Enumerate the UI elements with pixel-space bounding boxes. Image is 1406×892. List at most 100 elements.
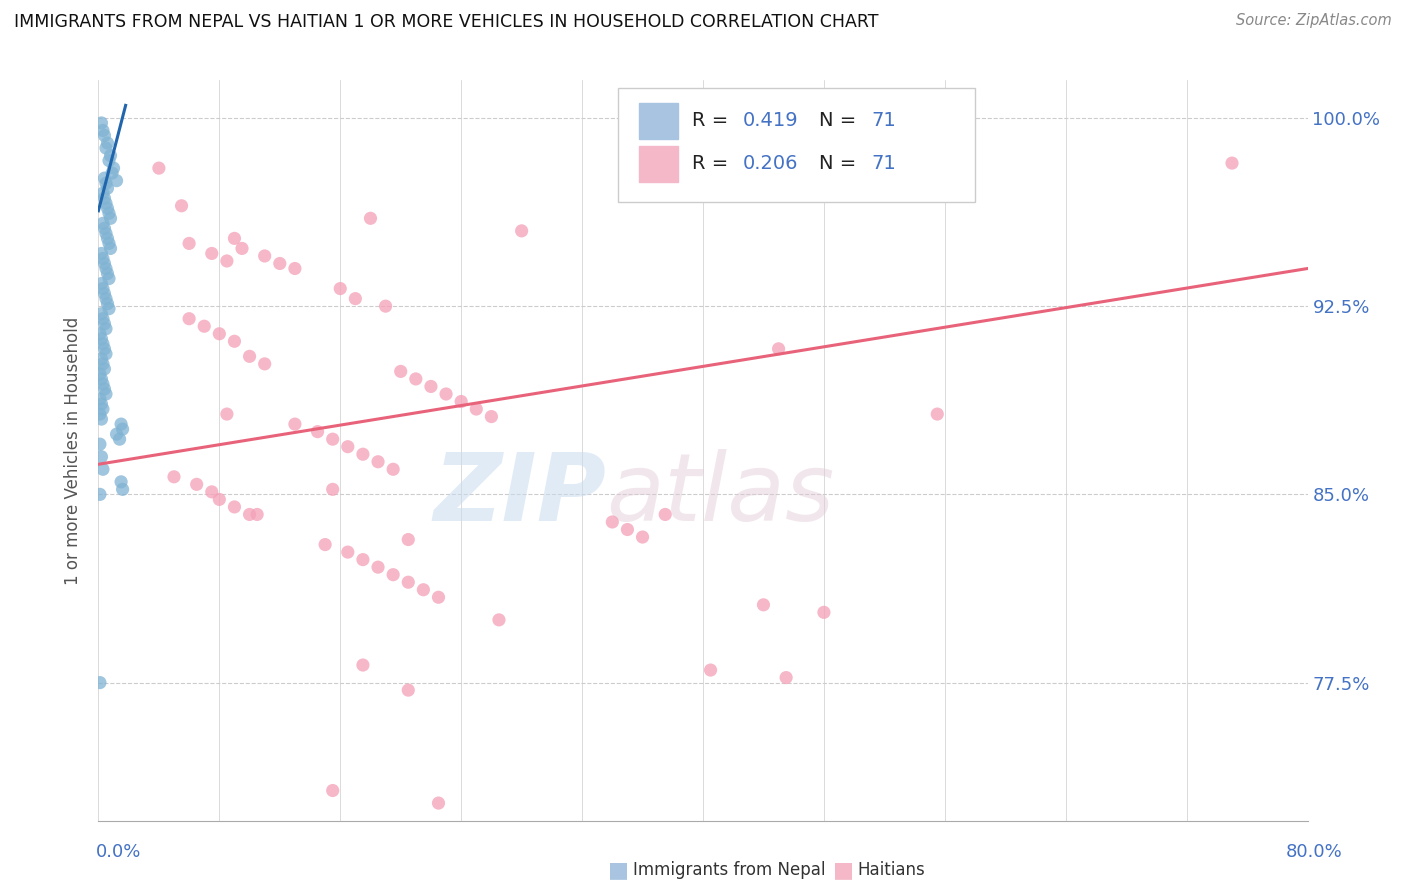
- Point: [98, 271, 121, 285]
- Point: [90, 412, 112, 426]
- Point: [389, 364, 412, 378]
- Point: [215, 254, 238, 268]
- Point: [93, 256, 115, 270]
- Point: [90, 372, 112, 386]
- Point: [396, 575, 419, 590]
- Text: 0.206: 0.206: [742, 154, 799, 173]
- Point: [231, 242, 253, 256]
- Point: [111, 483, 134, 497]
- Point: [360, 211, 382, 226]
- Point: [186, 477, 208, 491]
- Text: 71: 71: [872, 154, 896, 173]
- Point: [405, 372, 427, 386]
- Point: [284, 261, 307, 276]
- Point: [208, 492, 231, 507]
- Point: [91, 186, 114, 201]
- Point: [94, 196, 117, 211]
- Text: ■: ■: [834, 860, 853, 880]
- Point: [91, 357, 114, 371]
- FancyBboxPatch shape: [638, 146, 678, 182]
- Point: [103, 161, 125, 175]
- Point: [94, 292, 117, 306]
- Point: [91, 252, 114, 266]
- Y-axis label: 1 or more Vehicles in Household: 1 or more Vehicles in Household: [65, 317, 83, 584]
- Point: [336, 545, 359, 559]
- Point: [96, 267, 118, 281]
- Point: [307, 425, 329, 439]
- Text: 0.0%: 0.0%: [96, 843, 141, 861]
- Point: [336, 440, 359, 454]
- Point: [91, 123, 114, 137]
- Text: R =: R =: [692, 112, 734, 130]
- Point: [148, 161, 170, 175]
- Point: [89, 367, 111, 381]
- Point: [98, 206, 121, 220]
- Point: [89, 326, 111, 341]
- Point: [111, 422, 134, 436]
- Point: [927, 407, 949, 421]
- Point: [322, 432, 344, 446]
- Point: [427, 591, 450, 605]
- Point: [1220, 156, 1243, 170]
- Point: [91, 336, 114, 351]
- Point: [239, 508, 262, 522]
- Point: [90, 332, 112, 346]
- Point: [374, 299, 396, 313]
- Point: [90, 246, 112, 260]
- Point: [96, 296, 118, 310]
- Point: [420, 379, 443, 393]
- Point: [367, 455, 389, 469]
- Point: [396, 533, 419, 547]
- Point: [427, 796, 450, 810]
- Point: [699, 663, 721, 677]
- Point: [352, 658, 374, 673]
- Point: [179, 236, 201, 251]
- Point: [246, 508, 269, 522]
- Point: [352, 447, 374, 461]
- Point: [96, 201, 118, 215]
- Point: [654, 508, 676, 522]
- Point: [253, 249, 276, 263]
- Point: [813, 605, 835, 619]
- Point: [91, 216, 114, 230]
- Point: [90, 116, 112, 130]
- Point: [450, 394, 472, 409]
- Point: [94, 141, 117, 155]
- Point: [367, 560, 389, 574]
- Point: [352, 552, 374, 566]
- Point: [94, 347, 117, 361]
- Text: 71: 71: [872, 112, 896, 130]
- Point: [100, 242, 122, 256]
- Point: [179, 311, 201, 326]
- Point: [239, 349, 262, 363]
- Point: [105, 174, 128, 188]
- Text: 0.419: 0.419: [742, 112, 799, 130]
- Text: atlas: atlas: [606, 450, 835, 541]
- Point: [98, 236, 121, 251]
- Point: [110, 475, 132, 489]
- Point: [510, 224, 533, 238]
- Point: [201, 484, 224, 499]
- Point: [94, 176, 117, 190]
- Point: [193, 319, 215, 334]
- Point: [465, 402, 488, 417]
- Point: [224, 334, 246, 349]
- Point: [768, 342, 790, 356]
- Point: [163, 470, 186, 484]
- Point: [382, 462, 405, 476]
- Point: [329, 282, 352, 296]
- Point: [90, 277, 112, 291]
- Point: [170, 199, 193, 213]
- Point: [314, 538, 336, 552]
- Point: [98, 153, 121, 168]
- Point: [108, 432, 131, 446]
- Point: [602, 515, 624, 529]
- Point: [396, 683, 419, 698]
- Point: [100, 148, 122, 162]
- Point: [93, 362, 115, 376]
- Text: R =: R =: [692, 154, 734, 173]
- Point: [91, 402, 114, 417]
- Text: ■: ■: [609, 860, 628, 880]
- Point: [105, 427, 128, 442]
- Point: [94, 261, 117, 276]
